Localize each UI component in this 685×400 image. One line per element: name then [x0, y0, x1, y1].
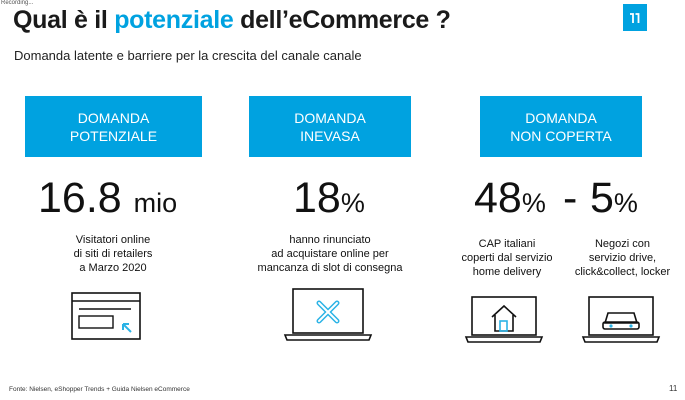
stat-value-cap: 48%	[474, 173, 546, 228]
description-line: home delivery	[472, 266, 542, 278]
stat-unit: %	[340, 188, 365, 218]
laptop-car-icon	[581, 295, 661, 350]
stat-number: 18	[293, 174, 341, 222]
description-line: Negozi con	[594, 238, 651, 250]
header-domanda-non-coperta: DOMANDA NON COPERTA	[480, 96, 642, 157]
stat-value-negozi: 5%	[590, 173, 638, 228]
browser-window-cursor-icon	[71, 292, 141, 347]
header-line2: NON COPERTA	[510, 127, 612, 144]
source-footnote: Fonte: Nielsen, eShopper Trends + Guida …	[9, 386, 190, 393]
stat-separator: -	[563, 174, 578, 222]
header-domanda-inevasa: DOMANDA INEVASA	[249, 96, 411, 157]
description-line: click&collect, locker	[574, 266, 671, 278]
laptop-error-x-icon	[283, 287, 373, 348]
page-number: 11	[669, 384, 678, 393]
stat-value-inevasa: 18%	[293, 173, 365, 228]
nielsen-logo-icon	[623, 4, 647, 31]
stat-unit: %	[521, 188, 546, 218]
header-line1: DOMANDA	[525, 109, 597, 126]
header-domanda-potenziale: DOMANDA POTENZIALE	[25, 96, 202, 157]
title-highlight: potenziale	[114, 6, 234, 34]
header-line2: POTENZIALE	[69, 127, 158, 144]
description-line: servizio drive,	[588, 252, 657, 264]
header-line2: INEVASA	[300, 127, 360, 144]
laptop-house-icon	[464, 295, 544, 350]
description-line: Visitatori online	[75, 234, 151, 246]
recording-tag: Recording...	[1, 0, 34, 6]
description-inevasa: hanno rinunciato ad acquistare online pe…	[255, 233, 405, 275]
stat-number: 5	[590, 174, 614, 222]
title-prefix: Qual è il	[13, 6, 115, 34]
page-subtitle: Domanda latente e barriere per la cresci…	[14, 48, 362, 63]
title-suffix: dell’eCommerce ?	[233, 6, 451, 34]
description-potenziale: Visitatori online di siti di retailers a…	[48, 233, 178, 275]
description-line: CAP italiani	[478, 238, 536, 250]
description-line: a Marzo 2020	[79, 262, 147, 274]
description-line: hanno rinunciato	[289, 234, 371, 246]
description-line: di siti di retailers	[73, 248, 153, 260]
description-negozi: Negozi con servizio drive, click&collect…	[565, 237, 680, 279]
page-title: Qual è il potenziale dell’eCommerce ?	[13, 6, 451, 35]
stat-unit: %	[613, 188, 638, 218]
header-line1: DOMANDA	[294, 109, 366, 126]
description-line: ad acquistare online per	[271, 248, 389, 260]
stat-number: 16.8	[38, 174, 122, 222]
header-line1: DOMANDA	[77, 109, 150, 126]
description-line: mancanza di slot di consegna	[257, 262, 403, 274]
stat-number: 48	[474, 174, 522, 222]
stat-value-potenziale: 16.8 mio	[38, 173, 177, 228]
stat-unit: mio	[133, 188, 178, 218]
description-cap: CAP italiani coperti dal servizio home d…	[447, 237, 567, 279]
description-line: coperti dal servizio	[461, 252, 553, 264]
